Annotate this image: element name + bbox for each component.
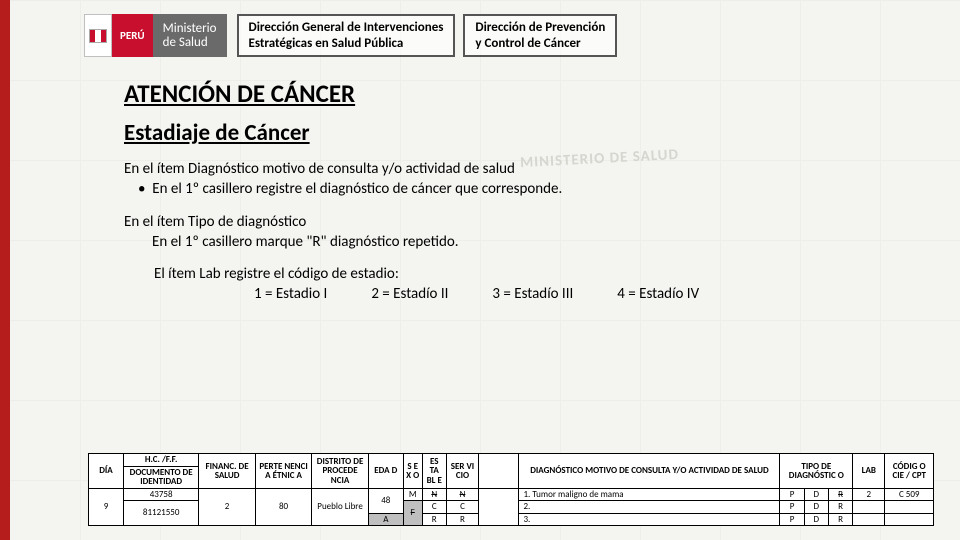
ministerio-line1: Ministerio <box>163 22 217 36</box>
p1-text: En el ítem Diagnóstico motivo de consult… <box>124 159 930 179</box>
dir2-line2: y Control de Cáncer <box>475 36 605 52</box>
lab-intro: El ítem Lab registre el código de estadi… <box>154 264 930 284</box>
content-area: ATENCIÓN DE CÁNCER Estadiaje de Cáncer E… <box>0 0 960 540</box>
ministerio-line2: de Salud <box>163 36 217 50</box>
lab-codes-line: El ítem Lab registre el código de estadi… <box>124 264 930 305</box>
ministerio-box: Ministerio de Salud <box>153 14 227 57</box>
dir1-line2: Estratégicas en Salud Pública <box>249 36 444 52</box>
dir2-line1: Dirección de Prevención <box>475 20 605 36</box>
p2b-text: En el 1º casillero marque "R" diagnóstic… <box>124 232 930 252</box>
paragraph-1: En el ítem Diagnóstico motivo de consult… <box>124 159 930 200</box>
dir1-line1: Dirección General de Intervenciones <box>249 20 444 36</box>
page-title: ATENCIÓN DE CÁNCER <box>124 78 930 109</box>
lab-code-1: 1 = Estadio I <box>154 284 327 304</box>
lab-code-4: 4 = Estadío IV <box>617 284 699 304</box>
p2a-text: En el ítem Tipo de diagnóstico <box>124 212 930 232</box>
lab-code-2: 2 = Estadío II <box>371 284 448 304</box>
peru-flag-icon <box>89 29 107 43</box>
paragraph-2: En el ítem Tipo de diagnóstico En el 1º … <box>124 212 930 253</box>
direccion-general-box: Dirección General de Intervenciones Estr… <box>237 14 456 57</box>
header-strip: PERÚ Ministerio de Salud Dirección Gener… <box>84 14 617 57</box>
page-subtitle: Estadiaje de Cáncer <box>124 119 930 147</box>
direccion-prevencion-box: Dirección de Prevención y Control de Cán… <box>463 14 617 57</box>
peru-shield-box <box>84 14 112 57</box>
left-red-bar <box>0 0 10 540</box>
peru-label: PERÚ <box>112 14 153 57</box>
lab-code-3: 3 = Estadío III <box>492 284 573 304</box>
p1-bullet: • En el 1º casillero registre el diagnós… <box>124 179 930 199</box>
